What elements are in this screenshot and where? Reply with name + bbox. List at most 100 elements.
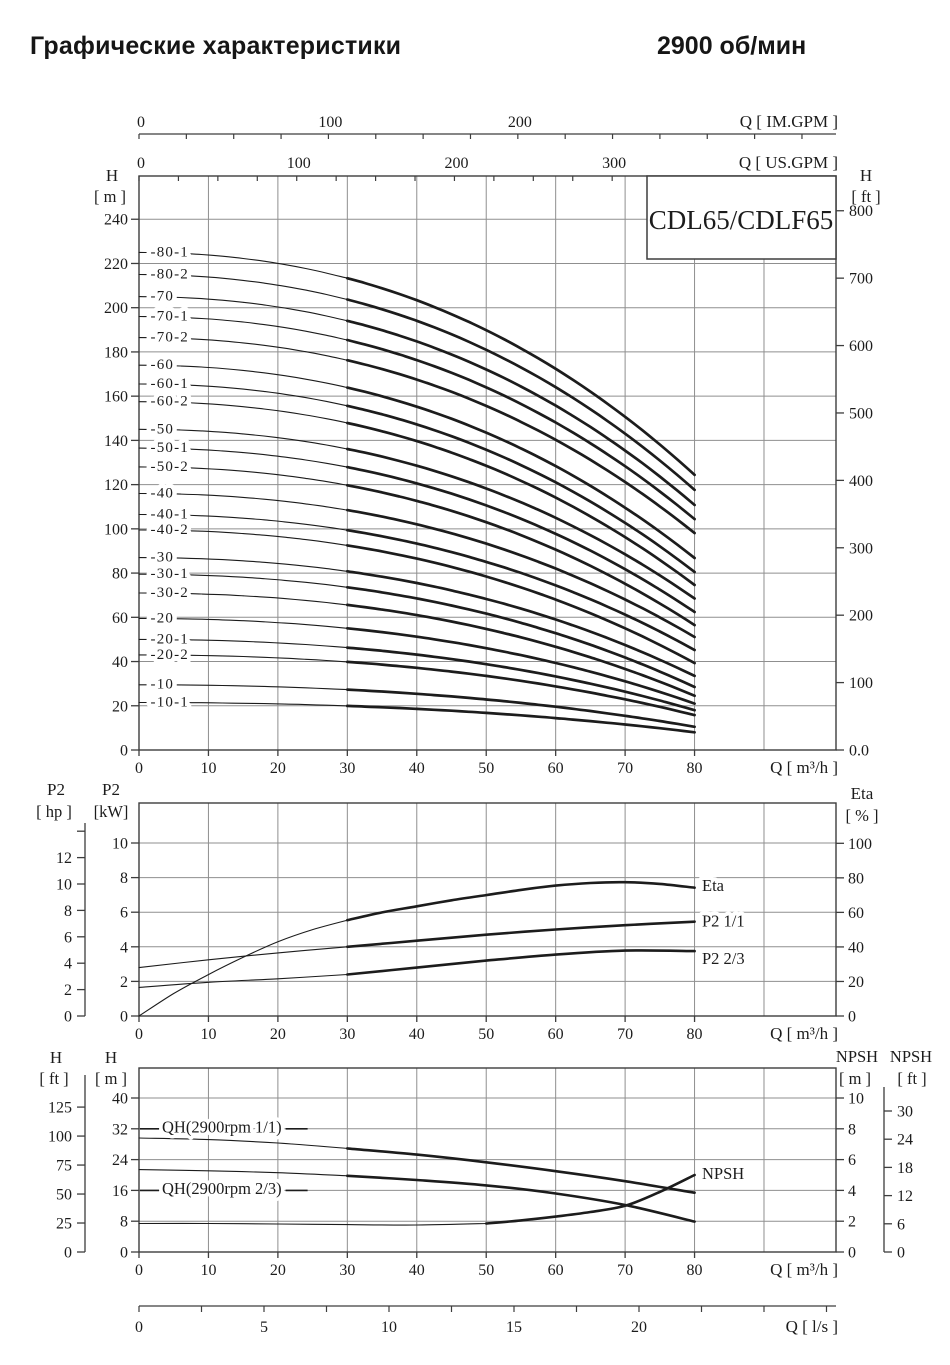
model-box-rect: [646, 175, 837, 260]
tick-label: 220: [104, 256, 128, 273]
tick-label: 0: [897, 1245, 905, 1262]
curve-P2-2/3-bold: [346, 949, 696, 976]
curve--10-1: [138, 701, 348, 707]
tick-label: 18: [897, 1160, 913, 1177]
curve--70-2-bold: [345, 358, 696, 535]
tick-label: 40: [409, 1262, 425, 1279]
curve-label--80-2: -80-2: [151, 266, 190, 282]
curve-NPSH-bold: [484, 1173, 696, 1225]
curve--60-1: [138, 383, 348, 407]
curve-label--50: -50: [151, 421, 175, 437]
page-title: Графические характеристики: [30, 32, 402, 60]
label-p2-2-3: P2 2/3: [702, 949, 745, 968]
tick-label: 60: [848, 905, 864, 922]
tick-label: 30: [339, 760, 355, 777]
tick-label: 0: [120, 1009, 128, 1026]
tick-label: 240: [104, 212, 128, 229]
tick-label: 80: [687, 760, 703, 777]
tick-label: 0: [120, 1245, 128, 1262]
curve-label--70-2: -70-2: [151, 329, 190, 345]
curve--50-1-bold: [345, 465, 696, 614]
tick-label: 180: [104, 344, 128, 361]
curve--40-bold: [345, 508, 696, 639]
tick-label: 125: [48, 1100, 72, 1117]
curve-label--10: -10: [151, 677, 175, 693]
tick-label: 50: [478, 1262, 494, 1279]
tick-label: 160: [104, 389, 128, 406]
curve--10: [138, 684, 348, 691]
curve-P2-2/3: [138, 973, 348, 989]
model-box: CDL65/CDLF65: [646, 175, 837, 260]
tick-label: 5: [260, 1319, 268, 1336]
curve--50-bold: [345, 447, 696, 600]
curve--20-2: [138, 654, 348, 663]
tick-label: 40: [409, 760, 425, 777]
axis-title-h: H: [50, 1048, 62, 1067]
curve--40-1-bold: [345, 528, 696, 652]
curve--70: [138, 296, 348, 322]
axis-p2-kw: 0 2 4 6 8 10 P2 [kW]: [94, 780, 139, 1026]
tick-label: 10: [200, 1026, 216, 1043]
axis-unit-m: [ m ]: [839, 1069, 871, 1088]
curve--10-bold: [345, 688, 696, 729]
model-label: CDL65/CDLF65: [649, 205, 834, 235]
axis-unit-ft: [ ft ]: [39, 1069, 68, 1088]
tick-label: 15: [506, 1319, 522, 1336]
curve--20-1: [138, 638, 348, 649]
curve--40-2-bold: [345, 544, 696, 665]
curve--70-1-bold: [345, 338, 696, 521]
p2-curves: Eta P2 1/1 P2 2/3: [138, 872, 749, 1017]
curve-Eta: [138, 919, 348, 1017]
axis-npsh-m: 0 2 4 6 8 10 NPSH [ m ]: [836, 1047, 878, 1262]
tick-label: 12: [897, 1188, 913, 1205]
curve-label--60-2: -60-2: [151, 394, 190, 410]
tick-label: 0: [120, 743, 128, 760]
tick-label: 60: [548, 760, 564, 777]
npsh-grid: [139, 1068, 836, 1252]
tick-label: 30: [339, 1026, 355, 1043]
tick-label: 10: [200, 760, 216, 777]
tick-label: 50: [478, 1026, 494, 1043]
axis-title-h: H: [105, 1048, 117, 1067]
curve-label--10-1: -10-1: [151, 694, 190, 710]
curve--60-1-bold: [345, 404, 696, 574]
axis-q-m3h: 0 10 20 30 40 50 60 70 80 Q [ m³/h ]: [135, 750, 838, 777]
curve--80-1: [138, 251, 348, 279]
curve--30-1-bold: [345, 585, 696, 689]
tick-label: 50: [478, 760, 494, 777]
curve--60: [138, 364, 348, 389]
tick-label: 500: [849, 405, 873, 422]
curve--80-2-bold: [345, 298, 696, 492]
tick-label: 8: [848, 1121, 856, 1138]
tick-label: 40: [112, 654, 128, 671]
curve-QH-2900rpm-1-1--bold: [346, 1147, 696, 1194]
axis-h-ft-bottom: 0 25 50 75 100 125 H [ ft ]: [39, 1048, 86, 1262]
tick-label: 200: [849, 608, 873, 625]
tick-label: 60: [112, 610, 128, 627]
curve--20-2-bold: [345, 660, 696, 717]
axis-eta: 0 20 40 60 80 100 Eta [ % ]: [836, 784, 878, 1026]
tick-label: 100: [104, 521, 128, 538]
axis-npsh-ft: 0 6 12 18 24 30 NPSH [ ft ]: [883, 1047, 932, 1262]
tick-label: 20: [270, 760, 286, 777]
axis-q-m3h-p2: 0 10 20 30 40 50 60 70 80 Q [ m³/h ]: [135, 1016, 838, 1043]
curve-label--70: -70: [151, 289, 175, 305]
tick-label: 6: [848, 1152, 856, 1169]
tick-label: 40: [848, 939, 864, 956]
curve--20-1-bold: [345, 646, 696, 712]
tick-label: 6: [120, 905, 128, 922]
tick-label: 0: [135, 1026, 143, 1043]
curve-P2-1/1-bold: [346, 920, 696, 949]
tick-label: 8: [120, 1214, 128, 1231]
curve--50-2-bold: [345, 483, 696, 627]
axis-title-p2: P2: [102, 780, 120, 799]
curve-NPSH: [138, 1222, 487, 1226]
tick-label: 80: [687, 1262, 703, 1279]
curve--70-1: [138, 315, 348, 341]
tick-label: 100: [848, 836, 872, 853]
label-eta: Eta: [702, 876, 725, 895]
curve--50-2: [138, 466, 348, 486]
